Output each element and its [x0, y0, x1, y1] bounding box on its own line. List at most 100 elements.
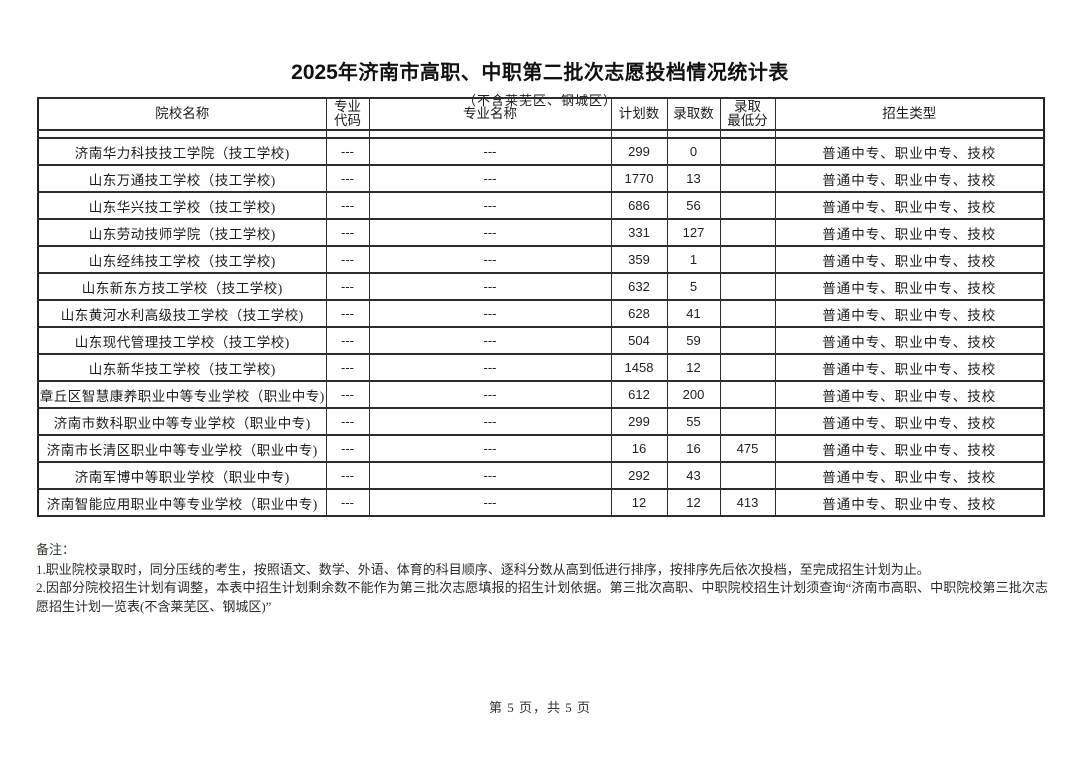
title-year: 2025	[291, 61, 338, 84]
major-name-cell: ---	[368, 407, 612, 437]
min-score-cell	[719, 164, 776, 194]
enroll-type-cell: 普通中专、职业中专、技校	[774, 380, 1045, 410]
admit-count-cell: 55	[666, 407, 721, 437]
min-score-cell	[719, 407, 776, 437]
enroll-type-cell: 普通中专、职业中专、技校	[774, 191, 1045, 221]
enroll-type-cell: 普通中专、职业中专、技校	[774, 218, 1045, 248]
school-name-cell: 山东华兴技工学校（技工学校)	[37, 191, 327, 221]
major-name-cell: ---	[368, 137, 612, 167]
major-code-cell: ---	[325, 380, 370, 410]
major-name-cell: ---	[368, 272, 612, 302]
enroll-type-cell: 普通中专、职业中专、技校	[774, 434, 1045, 464]
table-body: 济南华力科技技工学院（技工学校) --- --- 299 0 普通中专、职业中专…	[37, 137, 1045, 518]
major-code-cell: ---	[325, 245, 370, 275]
major-code-cell: ---	[325, 407, 370, 437]
admit-count-cell: 127	[666, 218, 721, 248]
major-code-cell: ---	[325, 272, 370, 302]
plan-count-cell: 331	[610, 218, 668, 248]
table-row: 山东新东方技工学校（技工学校) --- --- 632 5 普通中专、职业中专、…	[37, 272, 1045, 302]
major-code-cell: ---	[325, 434, 370, 464]
header-enroll-type: 招生类型	[774, 96, 1045, 132]
major-code-cell: ---	[325, 164, 370, 194]
enroll-type-cell: 普通中专、职业中专、技校	[774, 299, 1045, 329]
plan-count-cell: 632	[610, 272, 668, 302]
school-name-cell: 济南军博中等职业学校（职业中专)	[37, 461, 327, 491]
admission-statistics-table: 院校名称 专业 代码 专业名称 计划数 录取数 录取 最低分 招生类型 济南华力…	[37, 96, 1045, 518]
major-code-cell: ---	[325, 191, 370, 221]
major-code-cell: ---	[325, 218, 370, 248]
major-name-cell: ---	[368, 299, 612, 329]
note-item-2: 2.因部分院校招生计划有调整，本表中招生计划剩余数不能作为第三批次志愿填报的招生…	[36, 580, 1048, 614]
admit-count-cell: 12	[666, 488, 721, 518]
admit-count-cell: 200	[666, 380, 721, 410]
school-name-cell: 山东黄河水利高级技工学校（技工学校)	[37, 299, 327, 329]
table-row: 山东万通技工学校（技工学校) --- --- 1770 13 普通中专、职业中专…	[37, 164, 1045, 194]
title-text: 年济南市高职、中职第二批次志愿投档情况统计表	[337, 62, 789, 84]
major-code-cell: ---	[325, 326, 370, 356]
school-name-cell: 济南市长清区职业中等专业学校（职业中专)	[37, 434, 327, 464]
enroll-type-cell: 普通中专、职业中专、技校	[774, 137, 1045, 167]
major-name-cell: ---	[368, 191, 612, 221]
min-score-cell	[719, 461, 776, 491]
enroll-type-cell: 普通中专、职业中专、技校	[774, 461, 1045, 491]
plan-count-cell: 686	[610, 191, 668, 221]
header-plan-count: 计划数	[610, 96, 668, 132]
major-code-cell: ---	[325, 137, 370, 167]
min-score-cell	[719, 326, 776, 356]
major-code-cell: ---	[325, 299, 370, 329]
enroll-type-cell: 普通中专、职业中专、技校	[774, 488, 1045, 518]
plan-count-cell: 504	[610, 326, 668, 356]
admit-count-cell: 41	[666, 299, 721, 329]
table-row: 章丘区智慧康养职业中等专业学校（职业中专) --- --- 612 200 普通…	[37, 380, 1045, 410]
plan-count-cell: 299	[610, 407, 668, 437]
table-row: 山东现代管理技工学校（技工学校) --- --- 504 59 普通中专、职业中…	[37, 326, 1045, 356]
header-spacer-row	[37, 129, 1045, 140]
admit-count-cell: 56	[666, 191, 721, 221]
table-row: 济南市长清区职业中等专业学校（职业中专) --- --- 16 16 475 普…	[37, 434, 1045, 464]
table-head: 院校名称 专业 代码 专业名称 计划数 录取数 录取 最低分 招生类型	[37, 96, 1045, 140]
table-row: 山东华兴技工学校（技工学校) --- --- 686 56 普通中专、职业中专、…	[37, 191, 1045, 221]
header-min-score: 录取 最低分	[719, 96, 776, 132]
page-number-footer: 第 5 页，共 5 页	[488, 700, 591, 715]
min-score-cell: 413	[719, 488, 776, 518]
school-name-cell: 山东现代管理技工学校（技工学校)	[37, 326, 327, 356]
page-title: 2025年济南市高职、中职第二批次志愿投档情况统计表	[0, 56, 1080, 85]
school-name-cell: 山东劳动技师学院（技工学校)	[37, 218, 327, 248]
header-school-name: 院校名称	[37, 96, 327, 132]
plan-count-cell: 1770	[610, 164, 668, 194]
table-row: 山东劳动技师学院（技工学校) --- --- 331 127 普通中专、职业中专…	[37, 218, 1045, 248]
admit-count-cell: 13	[666, 164, 721, 194]
major-name-cell: ---	[368, 164, 612, 194]
table-row: 济南华力科技技工学院（技工学校) --- --- 299 0 普通中专、职业中专…	[37, 137, 1045, 167]
table-row: 济南智能应用职业中等专业学校（职业中专) --- --- 12 12 413 普…	[37, 488, 1045, 518]
table-header-row: 院校名称 专业 代码 专业名称 计划数 录取数 录取 最低分 招生类型	[37, 96, 1045, 132]
min-score-cell	[719, 218, 776, 248]
enroll-type-cell: 普通中专、职业中专、技校	[774, 245, 1045, 275]
min-score-cell	[719, 299, 776, 329]
table-row: 济南军博中等职业学校（职业中专) --- --- 292 43 普通中专、职业中…	[37, 461, 1045, 491]
admit-count-cell: 1	[666, 245, 721, 275]
plan-count-cell: 16	[610, 434, 668, 464]
plan-count-cell: 299	[610, 137, 668, 167]
table-row: 济南市数科职业中等专业学校（职业中专) --- --- 299 55 普通中专、…	[37, 407, 1045, 437]
plan-count-cell: 1458	[610, 353, 668, 383]
notes-section: 备注： 1.职业院校录取时，同分压线的考生，按照语文、数学、外语、体育的科目顺序…	[36, 541, 1048, 616]
school-name-cell: 山东万通技工学校（技工学校)	[37, 164, 327, 194]
plan-count-cell: 292	[610, 461, 668, 491]
school-name-cell: 山东新华技工学校（技工学校)	[37, 353, 327, 383]
school-name-cell: 济南华力科技技工学院（技工学校)	[37, 137, 327, 167]
enroll-type-cell: 普通中专、职业中专、技校	[774, 407, 1045, 437]
school-name-cell: 山东新东方技工学校（技工学校)	[37, 272, 327, 302]
admit-count-cell: 0	[666, 137, 721, 167]
table-row: 山东新华技工学校（技工学校) --- --- 1458 12 普通中专、职业中专…	[37, 353, 1045, 383]
min-score-cell	[719, 272, 776, 302]
school-name-cell: 济南市数科职业中等专业学校（职业中专)	[37, 407, 327, 437]
plan-count-cell: 12	[610, 488, 668, 518]
table-row: 山东黄河水利高级技工学校（技工学校) --- --- 628 41 普通中专、职…	[37, 299, 1045, 329]
plan-count-cell: 628	[610, 299, 668, 329]
school-name-cell: 济南智能应用职业中等专业学校（职业中专)	[37, 488, 327, 518]
school-name-cell: 章丘区智慧康养职业中等专业学校（职业中专)	[37, 380, 327, 410]
notes-label: 备注：	[36, 542, 76, 557]
min-score-cell	[719, 191, 776, 221]
